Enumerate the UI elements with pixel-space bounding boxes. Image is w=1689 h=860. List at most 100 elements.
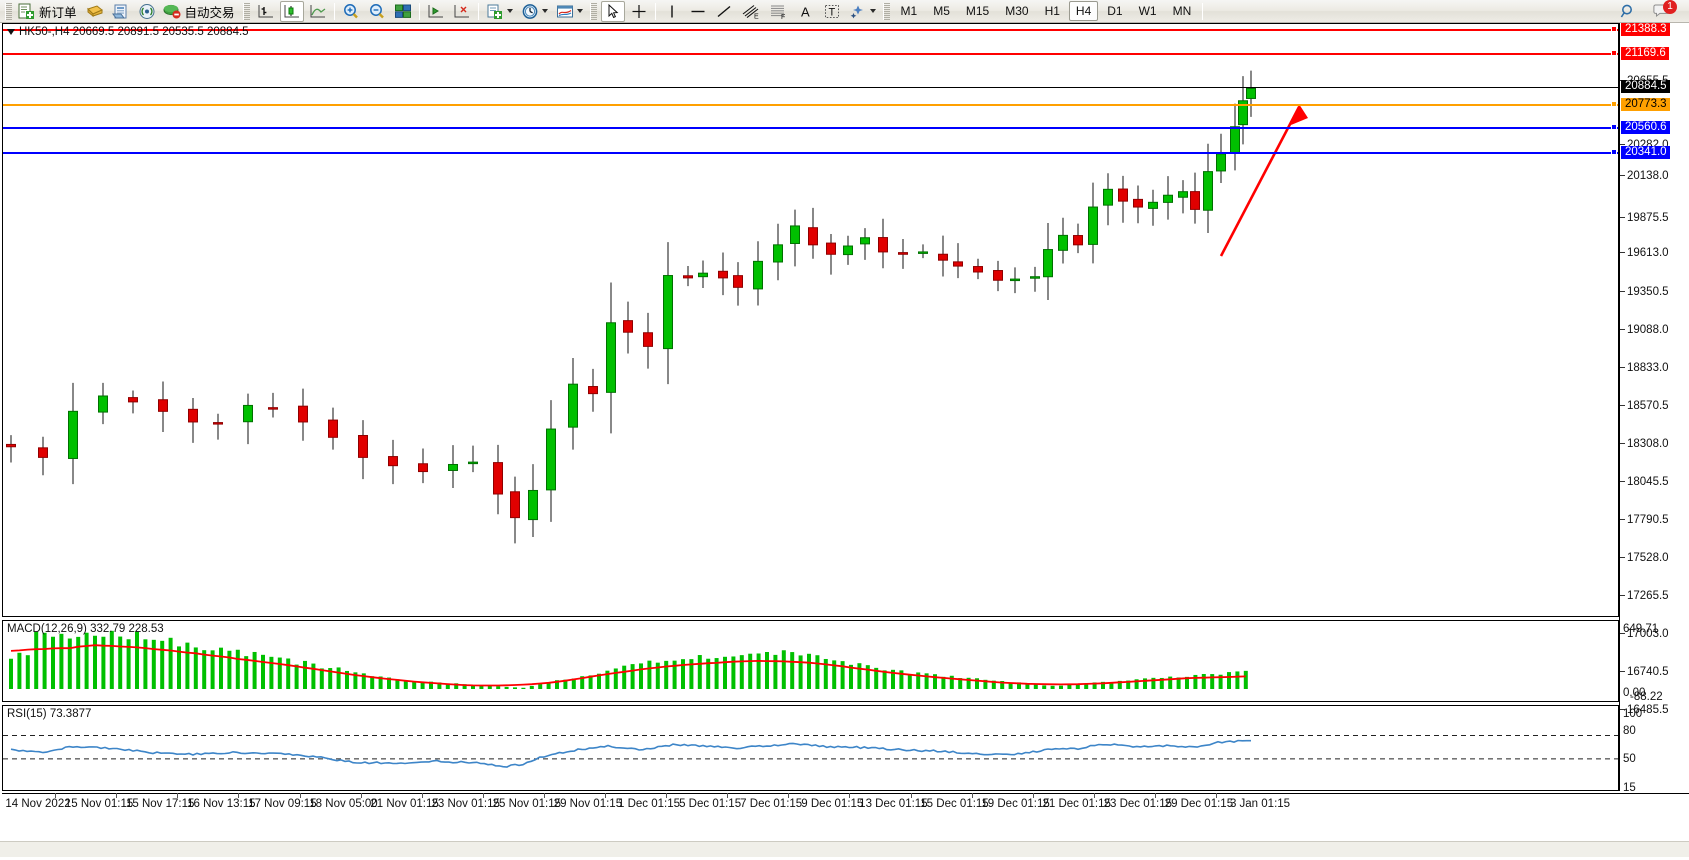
alert-badge: 1 <box>1663 0 1677 14</box>
period-button[interactable] <box>518 1 551 22</box>
auto-trading-button[interactable]: 自动交易 <box>161 1 239 22</box>
main-toolbar[interactable]: 新订单 自动交易 <box>0 0 1689 23</box>
time-tick: 29 Nov 01:15 <box>553 798 623 810</box>
time-tick-mark <box>1216 793 1217 798</box>
auto-scroll-button[interactable] <box>450 1 474 22</box>
price-line-handle[interactable] <box>1611 50 1617 56</box>
time-tick: 19 Dec 01:15 <box>981 798 1050 810</box>
toolbar-grip-2[interactable] <box>242 2 250 20</box>
bar-chart-button[interactable] <box>254 1 278 22</box>
horizontal-scrollbar[interactable] <box>0 841 1689 857</box>
price-tag-20560[interactable]: 20560.6 <box>1621 121 1670 134</box>
period-dropdown-caret[interactable] <box>541 9 548 13</box>
timeframe-m5[interactable]: M5 <box>933 4 950 18</box>
price-line-handle[interactable] <box>1611 101 1617 107</box>
tile-windows-icon <box>394 4 411 18</box>
chart-workspace[interactable]: HK50-,H4 20669.5 20891.5 20535.5 20884.5… <box>0 23 1689 860</box>
text-label-button[interactable]: T <box>820 1 844 22</box>
macd-pane[interactable]: MACD(12,26,9) 332.79 228.53 <box>2 620 1619 702</box>
time-axis[interactable]: 14 Nov 2022 15 Nov 01:15 15 Nov 17:15 16 No… <box>2 793 1689 817</box>
time-tick-mark <box>849 793 851 798</box>
price-tick-18570: 18570.5 <box>1620 400 1669 412</box>
time-tick: 16 Nov 13:15 <box>187 798 256 810</box>
templates-dropdown-caret[interactable] <box>576 9 583 13</box>
chart-collapse-icon[interactable] <box>7 29 15 35</box>
time-tick: 29 Dec 01:15 <box>1164 798 1234 810</box>
timeframe-m30[interactable]: M30 <box>1005 4 1029 18</box>
rsi-pane[interactable]: RSI(15) 73.3877 <box>2 705 1619 791</box>
svg-text:F: F <box>781 14 785 20</box>
zoom-out-button[interactable] <box>365 1 389 22</box>
new-order-button[interactable]: 新订单 <box>16 1 81 22</box>
search-button[interactable] <box>1616 1 1640 22</box>
chart-shift-button[interactable] <box>424 1 448 22</box>
new-order-icon <box>18 3 34 19</box>
signal-icon <box>139 3 155 19</box>
open-data-folder-icon <box>111 4 127 18</box>
templates-button[interactable] <box>553 1 586 22</box>
indicators-dropdown-caret[interactable] <box>506 9 513 13</box>
price-tick-18045: 18045.5 <box>1620 476 1669 488</box>
time-tick: 15 Nov 01:15 <box>64 798 134 810</box>
price-tag-20884[interactable]: 20884.5 <box>1621 80 1670 93</box>
price-axis[interactable]: 20655.5 20282.0 20138.0 19875.5 19613.0 … <box>1619 23 1689 794</box>
cursor-button[interactable] <box>600 0 625 22</box>
price-line-20773[interactable] <box>3 104 1618 106</box>
text-button[interactable]: A <box>794 1 818 22</box>
timeframe-h1[interactable]: H1 <box>1044 4 1060 18</box>
price-line-21388[interactable] <box>3 29 1618 31</box>
candlestick-series <box>6 70 1256 544</box>
toolbar-grip[interactable] <box>5 2 12 20</box>
vertical-line-button[interactable] <box>660 1 684 22</box>
price-tag-21388[interactable]: 21388.3 <box>1621 23 1670 36</box>
toolbar-grip-4[interactable] <box>882 2 890 20</box>
time-tick-mark <box>482 793 484 798</box>
toolbar-grip-3[interactable] <box>589 2 597 20</box>
timeframe-w1[interactable]: W1 <box>1138 4 1157 18</box>
line-chart-button[interactable] <box>306 1 330 22</box>
time-tick: 3 Jan 01:15 <box>1229 798 1291 810</box>
price-line-20341[interactable] <box>3 152 1618 154</box>
time-tick: 7 Dec 01:15 <box>740 798 803 810</box>
price-line-handle[interactable] <box>1611 26 1617 32</box>
zoom-in-button[interactable] <box>339 1 363 22</box>
price-tick-18308: 18308.0 <box>1620 438 1669 450</box>
candlestick-chart-button[interactable] <box>279 0 304 22</box>
shapes-icon <box>850 5 863 18</box>
time-tick: 15 Nov 17:15 <box>125 798 195 810</box>
timeframe-mn[interactable]: MN <box>1172 4 1192 18</box>
equidistant-channel-icon: E <box>742 4 759 20</box>
properties-button[interactable] <box>83 1 107 22</box>
toolbar-separator-5 <box>1202 2 1204 20</box>
price-line-handle[interactable] <box>1611 124 1617 130</box>
indicators-button[interactable] <box>483 1 516 22</box>
trend-line-button[interactable] <box>712 1 736 22</box>
tile-windows-button[interactable] <box>391 1 415 22</box>
price-tick-19875: 19875.5 <box>1620 212 1669 224</box>
templates-icon <box>556 5 573 17</box>
crosshair-button[interactable] <box>627 1 651 22</box>
open-data-folder-button[interactable] <box>109 1 133 22</box>
price-tag-20773[interactable]: 20773.3 <box>1621 98 1670 111</box>
alerts-button[interactable]: 1 <box>1650 0 1677 22</box>
price-line-handle[interactable] <box>1611 149 1617 155</box>
horizontal-line-button[interactable] <box>686 1 710 22</box>
equidistant-channel-button[interactable]: E <box>738 1 764 22</box>
shapes-button[interactable] <box>846 1 879 22</box>
price-tag-21169[interactable]: 21169.6 <box>1621 47 1669 60</box>
time-tick-mark <box>55 793 57 798</box>
time-tick-mark <box>605 793 606 798</box>
timeframe-d1[interactable]: D1 <box>1107 4 1123 18</box>
price-tag-20341[interactable]: 20341.0 <box>1621 146 1670 159</box>
timeframe-m1[interactable]: M1 <box>900 4 918 18</box>
price-line-20560[interactable] <box>3 127 1618 129</box>
line-chart-icon <box>310 4 325 17</box>
price-line-21169[interactable] <box>3 53 1618 55</box>
candlestick-chart-icon <box>284 4 299 17</box>
fibonacci-button[interactable]: F <box>766 1 792 22</box>
main-price-pane[interactable]: HK50-,H4 20669.5 20891.5 20535.5 20884.5 <box>2 23 1619 617</box>
signal-button[interactable] <box>135 1 159 22</box>
shapes-dropdown-caret[interactable] <box>869 9 876 13</box>
timeframe-m15[interactable]: M15 <box>965 4 990 18</box>
timeframe-h4[interactable]: H4 <box>1068 1 1099 21</box>
